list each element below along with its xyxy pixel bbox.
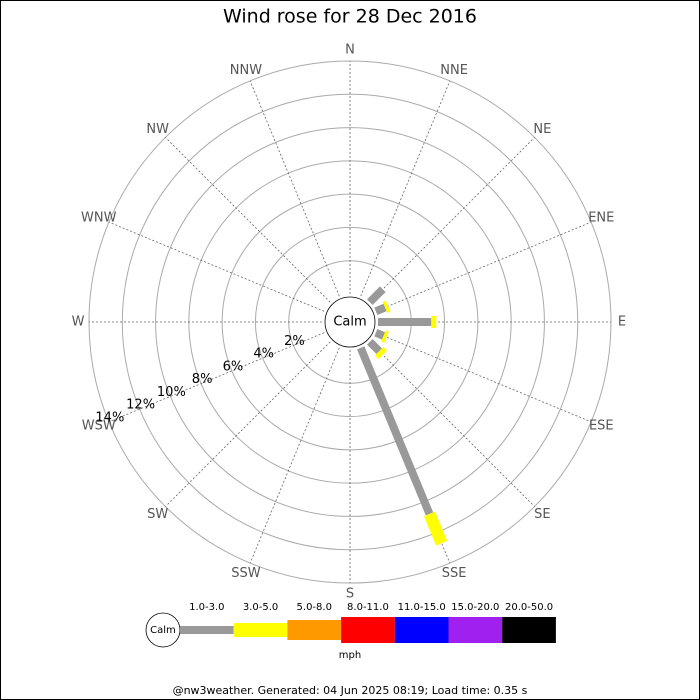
- ring-label: 4%: [253, 347, 274, 362]
- legend-label: 3.0-5.0: [243, 602, 278, 613]
- ring-label: 2%: [284, 334, 305, 349]
- legend-swatch: [502, 617, 556, 643]
- grid-ring: [121, 93, 579, 551]
- bar-segment: [374, 329, 386, 340]
- grid-ring: [155, 127, 545, 517]
- bar-segment: [374, 346, 387, 359]
- legend-unit: mph: [339, 650, 361, 661]
- bar-segment: [382, 300, 391, 314]
- ring-label: 12%: [126, 398, 155, 413]
- spoke: [165, 137, 331, 303]
- legend-swatch: [341, 617, 395, 643]
- direction-label: ENE: [588, 210, 614, 225]
- spoke: [165, 341, 331, 507]
- direction-label: SW: [147, 507, 168, 522]
- direction-label: NW: [146, 122, 169, 137]
- legend-label: 11.0-15.0: [398, 602, 446, 613]
- bar-segment: [366, 286, 386, 306]
- ring-label: 14%: [95, 410, 124, 425]
- direction-label: N: [345, 43, 355, 58]
- legend-label: 5.0-8.0: [297, 602, 332, 613]
- ring-label: 10%: [157, 385, 186, 400]
- direction-label: WSW: [82, 419, 116, 434]
- bar-segment: [366, 338, 383, 355]
- direction-label: SSE: [442, 566, 467, 581]
- bar-segment: [374, 303, 387, 315]
- spoke: [249, 347, 340, 564]
- ring-label: 8%: [192, 372, 213, 387]
- legend-swatch: [394, 617, 449, 643]
- spoke: [108, 332, 325, 423]
- bar-segment: [423, 511, 448, 546]
- legend-swatch: [448, 617, 503, 643]
- spoke: [249, 80, 340, 297]
- footer: @nw3weather. Generated: 04 Jun 2025 08:1…: [173, 684, 528, 697]
- bar-segment: [357, 346, 434, 516]
- chart-title: Wind rose for 28 Dec 2016: [223, 6, 477, 28]
- legend-calm-label: Calm: [150, 625, 176, 636]
- grid-ring: [254, 226, 446, 418]
- direction-label: ESE: [589, 419, 614, 434]
- direction-label: S: [346, 587, 354, 602]
- legend-label: 8.0-11.0: [347, 602, 389, 613]
- spoke: [108, 221, 325, 312]
- legend-swatch: [180, 626, 234, 634]
- direction-label: NNW: [230, 63, 262, 78]
- legend-label: 1.0-3.0: [189, 602, 224, 613]
- direction-label: W: [72, 315, 85, 330]
- direction-label: WNW: [81, 210, 117, 225]
- legend-swatch: [233, 623, 288, 637]
- calm-circle: [324, 296, 376, 348]
- direction-label: NNE: [440, 63, 468, 78]
- direction-label: SSW: [231, 566, 261, 581]
- calm-label: Calm: [333, 315, 366, 330]
- spoke: [360, 80, 451, 297]
- legend-label: 15.0-20.0: [451, 602, 499, 613]
- direction-label: SE: [534, 507, 550, 522]
- spoke: [369, 137, 535, 303]
- legend-label: 20.0-50.0: [505, 602, 553, 613]
- spoke: [375, 221, 592, 312]
- direction-label: NE: [533, 122, 551, 137]
- spoke: [369, 341, 535, 507]
- grid-ring: [221, 193, 479, 451]
- legend-swatch: [287, 620, 342, 640]
- ring-label: 6%: [223, 359, 244, 374]
- direction-label: E: [618, 315, 626, 330]
- spoke: [375, 332, 592, 423]
- bar-segment: [381, 330, 389, 343]
